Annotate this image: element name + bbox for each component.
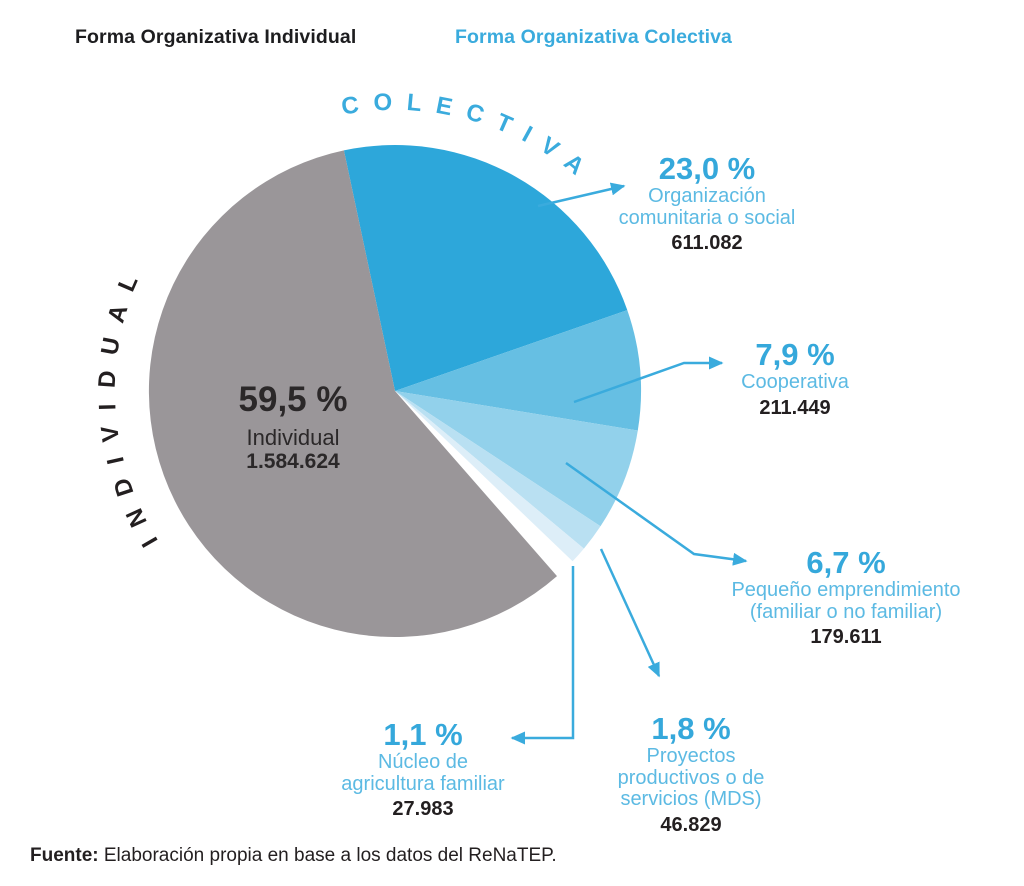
slice-name-line: Organización bbox=[648, 185, 766, 207]
slice-label-proyectos-productivos: 1,8 % Proyectos productivos o de servici… bbox=[591, 712, 791, 837]
slice-count: 211.449 bbox=[759, 396, 831, 419]
slice-label-pequeno-emprendimiento: 6,7 % Pequeño emprendimiento (familiar o… bbox=[722, 546, 970, 649]
slice-percent: 7,9 % bbox=[755, 337, 835, 372]
slice-name-line: Proyectos bbox=[646, 745, 736, 767]
source-note: Fuente: Elaboración propia en base a los… bbox=[30, 845, 557, 867]
slice-name-line: Pequeño emprendimiento bbox=[731, 579, 961, 601]
slice-count: 27.983 bbox=[392, 798, 454, 820]
pie-slices-group bbox=[148, 145, 641, 638]
slice-count: 611.082 bbox=[671, 232, 743, 254]
slice-label-organizacion-comunitaria: 23,0 % Organización comunitaria o social… bbox=[597, 152, 817, 255]
slice-name-line: agricultura familiar bbox=[341, 772, 505, 795]
slice-percent: 1,8 % bbox=[651, 711, 731, 746]
slice-label-cooperativa: 7,9 % Cooperativa 211.449 bbox=[695, 338, 895, 420]
slice-name-line: Núcleo de bbox=[377, 751, 469, 773]
slice-percent: 6,7 % bbox=[806, 545, 886, 580]
slice-name-line: Cooperativa bbox=[741, 371, 849, 393]
pie-slice-individual bbox=[148, 150, 557, 638]
legend-title-colectiva: Forma Organizativa Colectiva bbox=[455, 26, 732, 48]
callout-arrow-pequeno bbox=[565, 461, 748, 566]
legend-title-individual: Forma Organizativa Individual bbox=[75, 26, 357, 48]
callout-arrows-group bbox=[510, 182, 748, 745]
source-note-label: Fuente: bbox=[30, 845, 99, 866]
pie-slice-nucleo-agricultura-familiar bbox=[395, 391, 584, 562]
source-note-text: Elaboración propia en base a los datos d… bbox=[98, 845, 557, 866]
pie-slice-organizacion-comunitaria-o-social bbox=[343, 145, 628, 391]
slice-name-line: comunitaria o social bbox=[618, 206, 796, 229]
callout-arrow-organizacion bbox=[537, 182, 626, 208]
slice-name-line: servicios (MDS) bbox=[620, 788, 762, 810]
slice-count: 1.584.624 bbox=[246, 450, 340, 473]
pie-slice-pequeno-emprendimiento bbox=[395, 391, 638, 527]
slice-percent: 59,5 % bbox=[238, 380, 348, 419]
slice-label-nucleo-agricultura: 1,1 % Núcleo de agricultura familiar 27.… bbox=[313, 718, 533, 821]
slice-count: 46.829 bbox=[660, 813, 722, 836]
callout-arrow-cooperativa bbox=[573, 356, 724, 404]
slice-name-line: (familiar o no familiar) bbox=[749, 600, 943, 623]
slice-label-individual: 59,5 % Individual 1.584.624 bbox=[183, 380, 403, 474]
slice-name-line: productivos o de bbox=[617, 766, 765, 789]
callout-arrow-nucleo bbox=[510, 566, 575, 745]
slice-count: 179.611 bbox=[810, 626, 882, 648]
pie-slice-proyectos-productivos-mds bbox=[395, 391, 601, 549]
callout-arrow-proyectos bbox=[599, 548, 661, 678]
slice-percent: 23,0 % bbox=[658, 151, 756, 186]
slice-name: Individual bbox=[246, 425, 340, 450]
slice-percent: 1,1 % bbox=[383, 717, 463, 752]
